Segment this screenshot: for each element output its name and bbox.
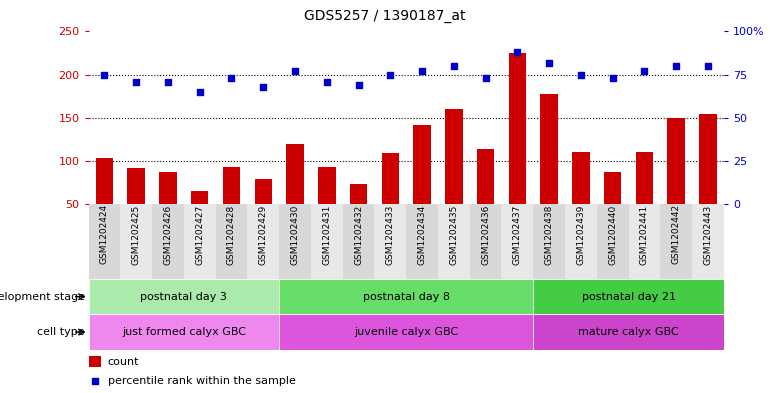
- Text: GSM1202440: GSM1202440: [608, 204, 617, 264]
- Bar: [279, 279, 533, 314]
- Text: postnatal day 21: postnatal day 21: [581, 292, 675, 302]
- Point: [701, 63, 714, 69]
- Bar: [374, 204, 407, 279]
- Point: [130, 79, 142, 85]
- Text: juvenile calyx GBC: juvenile calyx GBC: [354, 327, 458, 337]
- Bar: [279, 314, 533, 350]
- Point: [289, 68, 301, 74]
- Bar: [255, 179, 272, 204]
- Bar: [509, 53, 526, 204]
- Point: [416, 68, 428, 74]
- Text: GSM1202441: GSM1202441: [640, 204, 649, 264]
- Text: GSM1202426: GSM1202426: [163, 204, 172, 264]
- Text: GSM1202424: GSM1202424: [100, 204, 109, 264]
- Bar: [247, 204, 279, 279]
- Bar: [223, 167, 240, 204]
- Point: [384, 72, 397, 78]
- Bar: [279, 204, 311, 279]
- Point: [162, 79, 174, 85]
- Bar: [318, 167, 336, 204]
- Point: [511, 49, 524, 55]
- Text: development stage: development stage: [0, 292, 85, 302]
- Bar: [572, 152, 590, 204]
- Bar: [89, 314, 279, 350]
- Text: GSM1202437: GSM1202437: [513, 204, 522, 265]
- Bar: [413, 125, 430, 204]
- Point: [638, 68, 651, 74]
- Text: GSM1202443: GSM1202443: [704, 204, 712, 264]
- Bar: [604, 171, 621, 204]
- Text: count: count: [108, 356, 139, 367]
- Point: [99, 72, 111, 78]
- Point: [320, 79, 333, 85]
- Text: cell type: cell type: [37, 327, 85, 337]
- Bar: [477, 149, 494, 204]
- Point: [480, 75, 492, 81]
- Bar: [311, 204, 343, 279]
- Text: GSM1202435: GSM1202435: [450, 204, 458, 265]
- Text: GSM1202429: GSM1202429: [259, 204, 268, 264]
- Text: GSM1202428: GSM1202428: [227, 204, 236, 264]
- Text: GSM1202439: GSM1202439: [577, 204, 585, 265]
- Text: GSM1202433: GSM1202433: [386, 204, 395, 265]
- Text: mature calyx GBC: mature calyx GBC: [578, 327, 679, 337]
- Bar: [533, 204, 565, 279]
- Bar: [533, 279, 724, 314]
- Bar: [120, 204, 152, 279]
- Bar: [216, 204, 247, 279]
- Text: just formed calyx GBC: just formed calyx GBC: [122, 327, 246, 337]
- Bar: [152, 204, 184, 279]
- Bar: [159, 173, 176, 204]
- Text: GSM1202430: GSM1202430: [290, 204, 300, 265]
- Bar: [343, 204, 374, 279]
- Point: [543, 59, 555, 66]
- Point: [607, 75, 619, 81]
- Bar: [445, 109, 463, 204]
- Bar: [286, 144, 303, 204]
- Point: [670, 63, 682, 69]
- Point: [353, 82, 365, 88]
- Bar: [636, 152, 653, 204]
- Text: GSM1202425: GSM1202425: [132, 204, 141, 264]
- Bar: [382, 153, 399, 204]
- Text: GSM1202442: GSM1202442: [671, 204, 681, 264]
- Bar: [350, 184, 367, 204]
- Text: percentile rank within the sample: percentile rank within the sample: [108, 376, 296, 386]
- Point: [447, 63, 460, 69]
- Bar: [541, 94, 557, 204]
- Bar: [191, 191, 209, 204]
- Text: GSM1202427: GSM1202427: [196, 204, 204, 264]
- Bar: [533, 314, 724, 350]
- Text: GSM1202438: GSM1202438: [544, 204, 554, 265]
- Bar: [95, 158, 113, 204]
- Bar: [184, 204, 216, 279]
- Bar: [692, 204, 724, 279]
- Text: GSM1202431: GSM1202431: [323, 204, 331, 265]
- Bar: [668, 118, 685, 204]
- Bar: [438, 204, 470, 279]
- Bar: [699, 114, 717, 204]
- Text: postnatal day 8: postnatal day 8: [363, 292, 450, 302]
- Bar: [89, 204, 120, 279]
- Bar: [628, 204, 661, 279]
- Text: GSM1202434: GSM1202434: [417, 204, 427, 264]
- Bar: [128, 168, 145, 204]
- Bar: [89, 279, 279, 314]
- Point: [574, 72, 587, 78]
- Text: GSM1202432: GSM1202432: [354, 204, 363, 264]
- Bar: [501, 204, 534, 279]
- Bar: [660, 204, 692, 279]
- Point: [257, 84, 270, 90]
- Bar: [470, 204, 501, 279]
- Bar: [407, 204, 438, 279]
- Text: postnatal day 3: postnatal day 3: [140, 292, 227, 302]
- Bar: [89, 356, 102, 367]
- Point: [193, 89, 206, 95]
- Bar: [597, 204, 628, 279]
- Point: [89, 378, 101, 384]
- Bar: [565, 204, 597, 279]
- Text: GSM1202436: GSM1202436: [481, 204, 490, 265]
- Text: GDS5257 / 1390187_at: GDS5257 / 1390187_at: [304, 9, 466, 24]
- Point: [226, 75, 238, 81]
